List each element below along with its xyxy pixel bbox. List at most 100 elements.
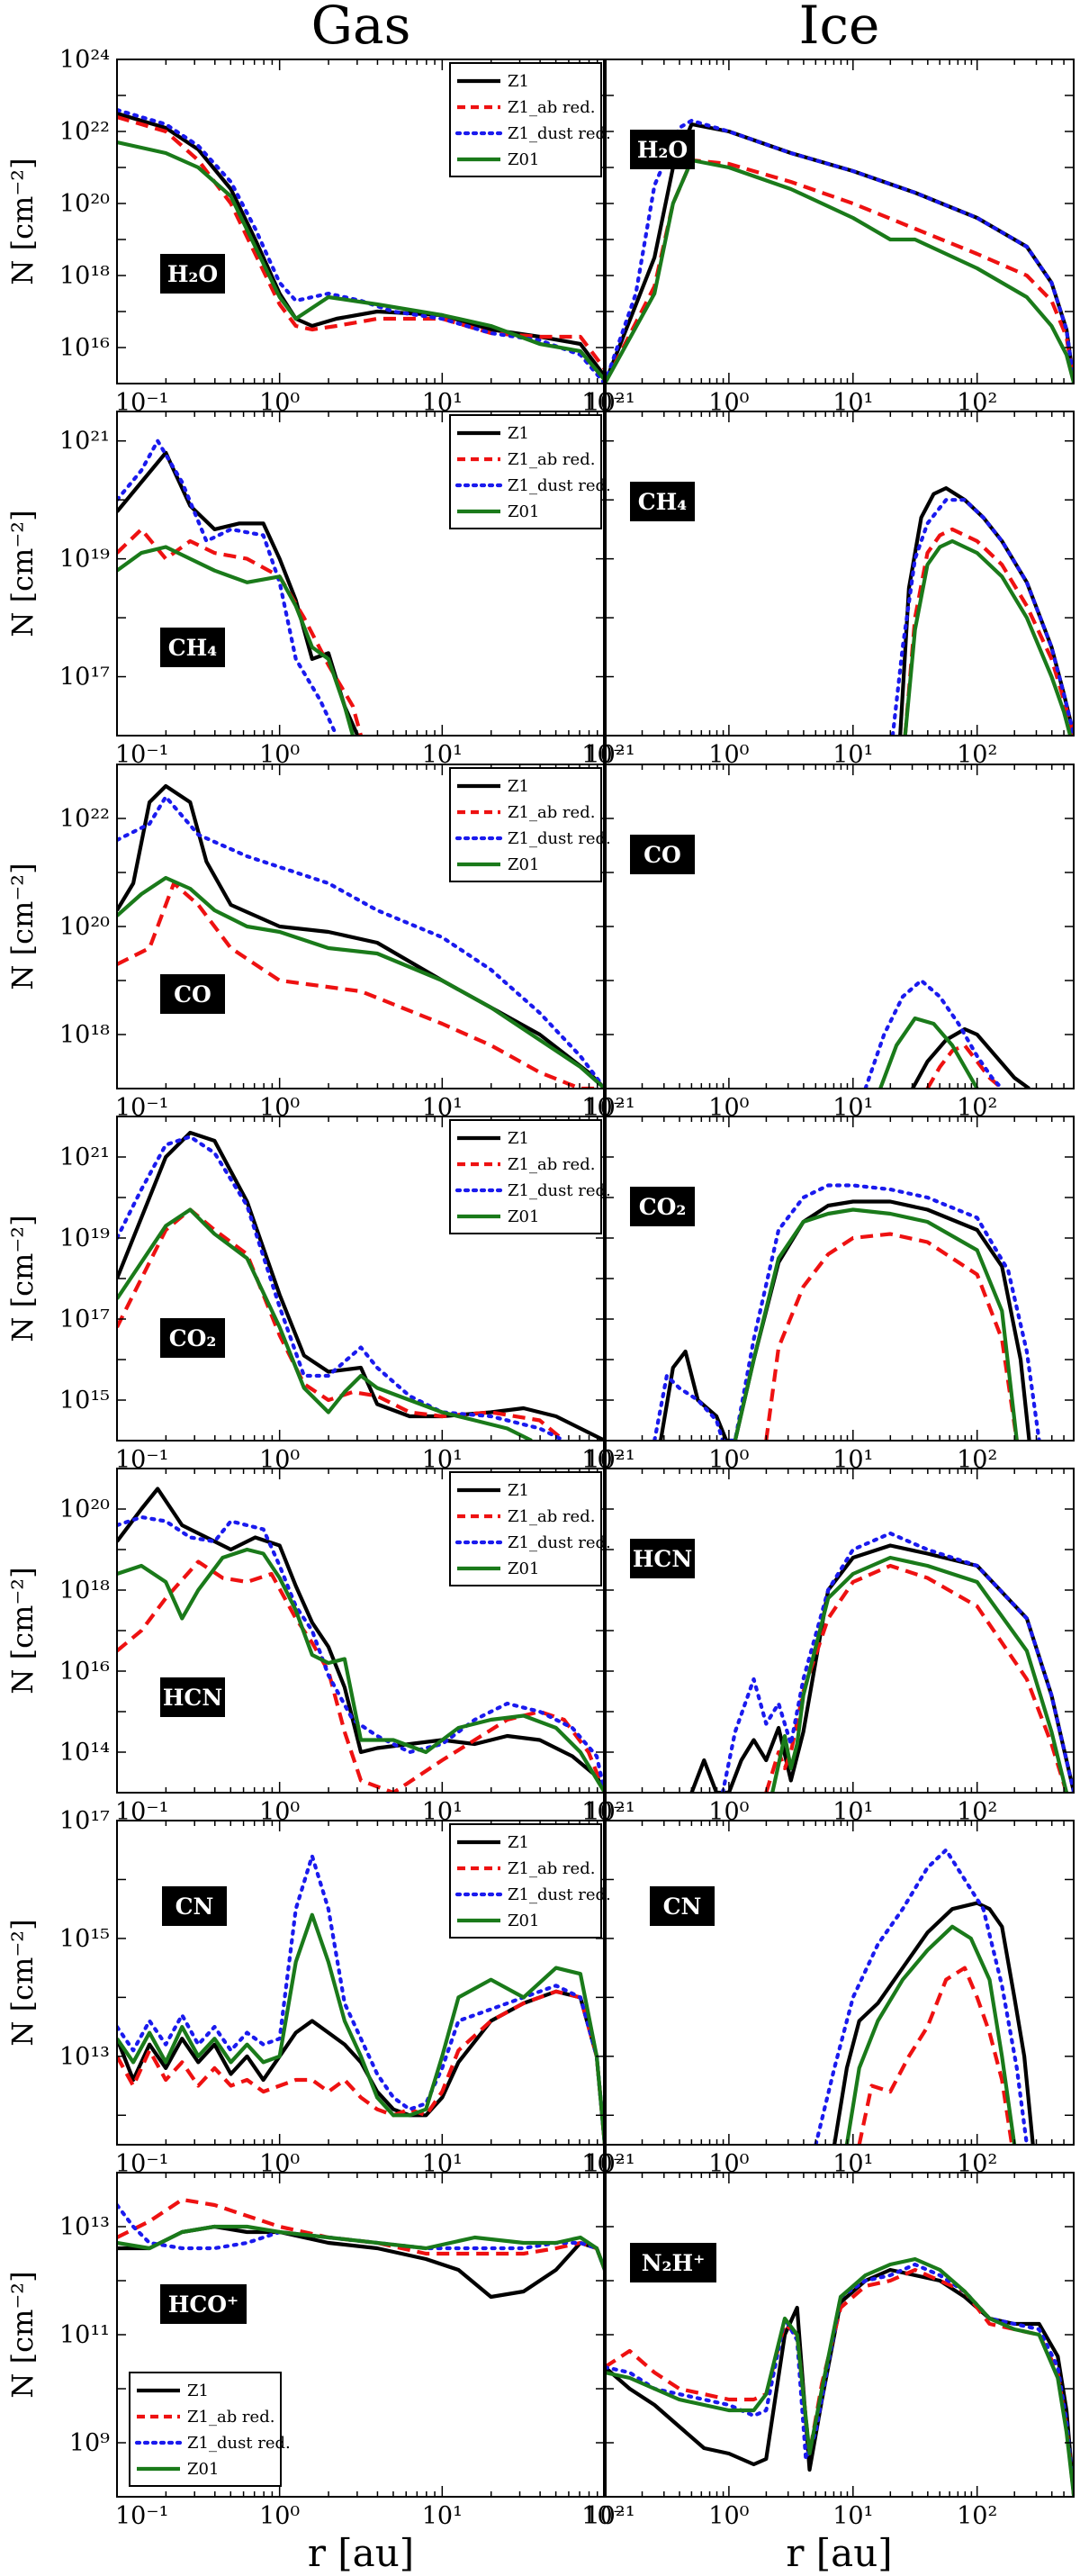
legend-label: Z01 [508, 855, 539, 874]
y-tick-label: 10¹⁷ [59, 1306, 110, 1333]
species-label: HCN [633, 1546, 692, 1572]
y-tick-label: 10¹⁸ [59, 262, 110, 290]
plot-frame [604, 411, 1075, 737]
y-tick-label: 10¹⁴ [59, 1739, 110, 1767]
species-label-box [630, 482, 695, 521]
y-tick-label: 10⁹ [69, 2429, 110, 2457]
species-label-box [630, 1187, 695, 1226]
species-label: HCO⁺ [168, 2291, 239, 2318]
legend-label: Z1_dust red. [508, 1181, 611, 1200]
y-tick-label: 10¹⁵ [59, 1925, 110, 1953]
series-line-z1-ab-red [903, 527, 1074, 736]
series-line-z1-dust-red [863, 978, 1004, 1089]
legend-label: Z01 [508, 1207, 539, 1226]
species-label: N₂H⁺ [642, 2250, 706, 2276]
y-axis-label: N [cm⁻²] [5, 158, 40, 285]
series-line-z1-dust-red [117, 1854, 605, 2145]
y-axis-label: N [cm⁻²] [5, 1567, 40, 1694]
species-label: CH₄ [168, 635, 218, 661]
series-line-z01 [117, 2224, 605, 2271]
y-tick-label: 10²⁰ [59, 190, 110, 218]
y-tick-label: 10¹⁷ [59, 664, 110, 691]
series-line-z1-ab-red [117, 881, 605, 1089]
legend-label: Z1 [508, 1833, 529, 1852]
legend-label: Z1_ab red. [187, 2408, 274, 2427]
series-line-z1 [689, 1543, 1074, 1793]
panel-ice-6: 10⁻¹ 10⁰ 10¹ 10² N₂H⁺ [581, 2172, 1075, 2530]
y-tick-label: 10¹³ [59, 2043, 110, 2071]
y-tick-label: 10²⁰ [59, 1496, 110, 1523]
x-tick-label: 10² [957, 2502, 997, 2530]
species-label-box [630, 130, 695, 169]
x-tick-label: 10⁻¹ [581, 2502, 634, 2530]
y-tick-label: 10²² [59, 805, 110, 833]
species-label-box [160, 1677, 225, 1717]
legend-label: Z1 [508, 424, 529, 443]
legend-label: Z1 [508, 1129, 529, 1148]
series-line-z1-ab-red [117, 1559, 605, 1793]
legend-label: Z1_ab red. [508, 1155, 595, 1174]
y-tick-label: 10²⁴ [59, 46, 110, 74]
y-tick-label: 10¹⁷ [59, 1807, 110, 1835]
series-line-z01 [117, 1912, 605, 2145]
x-tick-label: 10⁰ [259, 2502, 300, 2530]
x-tick-label: 10⁻¹ [115, 1798, 168, 1826]
legend-label: Z1_ab red. [508, 98, 595, 117]
legend-label: Z1 [508, 1481, 529, 1500]
series-line-z1-dust-red [117, 438, 338, 736]
y-tick-label: 10¹⁵ [59, 1387, 110, 1415]
y-tick-label: 10¹³ [59, 2213, 110, 2241]
y-axis-label: N [cm⁻²] [5, 1215, 40, 1342]
species-label: CO [644, 842, 681, 868]
series-line-z1 [117, 450, 360, 736]
series-line-z01 [117, 545, 356, 736]
species-label: CO₂ [169, 1325, 217, 1351]
panel-gas-0: 10⁻¹10⁰10¹10²10¹⁶10¹⁸10²⁰10²²10²⁴N [cm⁻²… [5, 46, 626, 417]
series-line-z1 [832, 1901, 1035, 2145]
y-tick-label: 10¹⁶ [59, 1658, 110, 1686]
panel-gas-2: 10⁻¹10⁰10¹10²10¹⁸10²⁰10²²N [cm⁻²]COZ1Z1_… [5, 764, 626, 1122]
x-tick-label: 10¹ [832, 2502, 873, 2530]
series-line-z1-dust-red [117, 2202, 605, 2273]
panel-gas-6: 10⁻¹ 10⁰ 10¹ 10² 10⁹ 10¹¹ 10¹³ N [cm⁻²] HCO⁺ Z1 Z1… [5, 2172, 626, 2530]
species-label-box [630, 835, 695, 874]
plot-frame [604, 59, 1075, 384]
series-line-z01 [903, 538, 1073, 736]
species-label: H₂O [167, 261, 218, 287]
legend-label: Z1 [508, 72, 529, 91]
series-line-z1-dust-red [117, 1134, 566, 1441]
legend-label: Z1_dust red. [187, 2434, 291, 2453]
panel-gas-1: 10⁻¹10⁰10¹10²10¹⁷10¹⁹10²¹N [cm⁻²]CH₄Z1Z1… [5, 411, 626, 769]
series-line-z01 [605, 2256, 1074, 2497]
series-line-z1 [911, 1026, 1030, 1089]
x-tick-label: 10⁻¹ [115, 1446, 168, 1474]
y-axis-label: N [cm⁻²] [5, 510, 40, 637]
series-line-z1-dust-red [117, 1514, 605, 1793]
species-label-box [160, 628, 225, 667]
x-tick-label: 10¹ [422, 2502, 463, 2530]
plot-frame [604, 2172, 1075, 2498]
legend-label: Z1 [187, 2382, 209, 2400]
series-line-z01 [117, 140, 605, 382]
species-label-box [160, 254, 225, 294]
y-tick-label: 10¹⁸ [59, 1577, 110, 1604]
species-label: CO₂ [639, 1194, 687, 1220]
legend-label: Z1_dust red. [508, 124, 611, 143]
species-label: HCN [163, 1685, 222, 1711]
panel-gas-5: 10⁻¹10⁰10¹10²10¹³10¹⁵10¹⁷N [cm⁻²]CNZ1Z1_… [5, 1807, 626, 2178]
series-line-z1-dust-red [720, 1531, 1074, 1793]
y-tick-label: 10²¹ [59, 1143, 110, 1171]
series-line-z1 [117, 1989, 605, 2145]
y-tick-label: 10¹⁹ [59, 546, 110, 574]
x-tick-label: 10² [584, 2502, 625, 2530]
species-label-box [630, 1539, 695, 1578]
x-tick-label: 10⁻¹ [115, 2150, 168, 2178]
x-tick-label: 10⁰ [708, 2502, 749, 2530]
panel-gas-4: 10⁻¹10⁰10¹10²10¹⁴10¹⁶10¹⁸10²⁰N [cm⁻²]HCN… [5, 1468, 626, 1826]
series-line-z1-dust-red [117, 794, 605, 1089]
legend-label: Z1_dust red. [508, 829, 611, 848]
plot-frame [604, 764, 1075, 1089]
legend-label: Z01 [508, 150, 539, 169]
